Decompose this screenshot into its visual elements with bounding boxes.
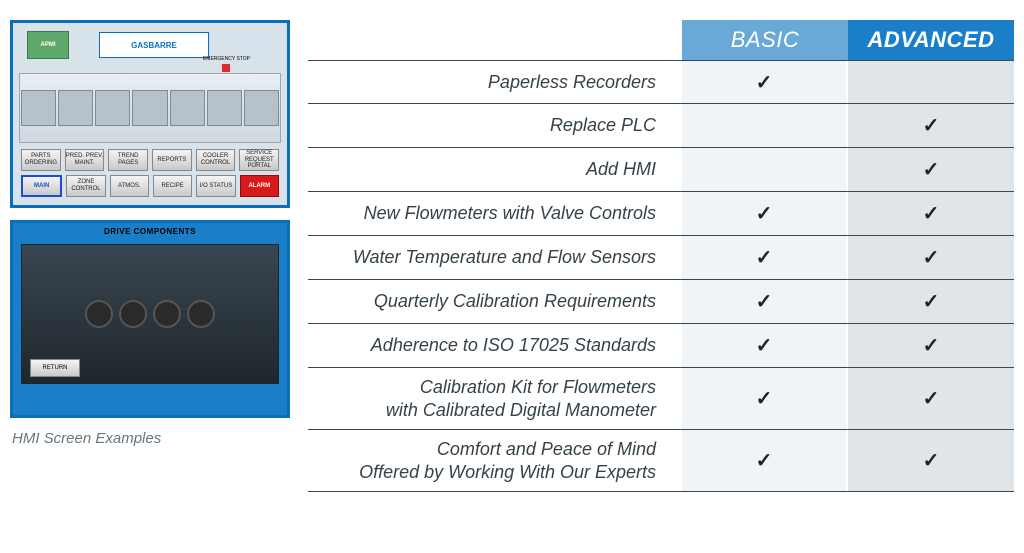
advanced-cell [848,104,1014,147]
hmi-examples-column: APMI GASBARRE EMERGENCY STOP PARTS ORDER… [10,20,290,492]
table-row: Water Temperature and Flow Sensors [308,236,1014,280]
column-header-basic: BASIC [682,20,848,60]
recipe-button[interactable]: RECIPE [153,175,192,197]
advanced-cell [848,324,1014,367]
furnace-segment [58,90,93,126]
basic-cell [682,61,848,103]
furnace-segment [132,90,167,126]
furnace-diagram: EMERGENCY STOP [19,73,281,143]
advanced-cell [848,368,1014,429]
comparison-table: BASIC ADVANCED Paperless RecordersReplac… [308,20,1014,492]
basic-cell [682,192,848,235]
drive-components-view: RETURN [21,244,279,384]
feature-label: Replace PLC [308,104,682,147]
advanced-cell [848,192,1014,235]
table-body: Paperless RecordersReplace PLCAdd HMINew… [308,60,1014,492]
trend-pages-button[interactable]: TREND PAGES [108,149,148,171]
parts-ordering-button[interactable]: PARTS ORDERING [21,149,61,171]
basic-cell [682,368,848,429]
alarm-button[interactable]: ALARM [240,175,279,197]
furnace-segment [21,90,56,126]
service-request-button[interactable]: SERVICE REQUEST PORTAL [239,149,279,171]
column-header-advanced: ADVANCED [848,20,1014,60]
advanced-cell [848,236,1014,279]
emergency-label: EMERGENCY STOP [203,56,250,62]
drive-components-title: DRIVE COMPONENTS [13,223,287,240]
feature-label: Quarterly Calibration Requirements [308,280,682,323]
feature-label: New Flowmeters with Valve Controls [308,192,682,235]
furnace-segment [170,90,205,126]
table-header-spacer [308,20,682,60]
table-row: Paperless Recorders [308,60,1014,104]
advanced-cell [848,430,1014,491]
return-button[interactable]: RETURN [30,359,80,377]
feature-label: Comfort and Peace of MindOffered by Work… [308,430,682,491]
feature-label: Water Temperature and Flow Sensors [308,236,682,279]
hmi-caption: HMI Screen Examples [10,430,290,447]
feature-label: Add HMI [308,148,682,191]
basic-cell [682,430,848,491]
main-button[interactable]: MAIN [21,175,62,197]
advanced-cell [848,148,1014,191]
table-row: Quarterly Calibration Requirements [308,280,1014,324]
feature-label: Adherence to ISO 17025 Standards [308,324,682,367]
furnace-segment [207,90,242,126]
table-row: Comfort and Peace of MindOffered by Work… [308,430,1014,492]
basic-cell [682,280,848,323]
gasbarre-logo: GASBARRE [99,32,209,58]
atmos-button[interactable]: ATMOS. [110,175,149,197]
roller-icon [153,300,181,328]
cooler-control-button[interactable]: COOLER CONTROL [196,149,236,171]
roller-icon [85,300,113,328]
advanced-cell [848,280,1014,323]
basic-cell [682,324,848,367]
emergency-stop[interactable]: EMERGENCY STOP [203,56,250,72]
basic-cell [682,148,848,191]
pred-prev-maint-button[interactable]: PRED. PREV. MAINT. [65,149,105,171]
reports-button[interactable]: REPORTS [152,149,192,171]
roller-icon [119,300,147,328]
basic-cell [682,104,848,147]
emergency-stop-icon [222,64,230,72]
table-row: Calibration Kit for Flowmeterswith Calib… [308,368,1014,430]
feature-label: Paperless Recorders [308,61,682,103]
roller-icon [187,300,215,328]
apmi-logo: APMI [27,31,69,59]
table-row: Add HMI [308,148,1014,192]
io-status-button[interactable]: I/O STATUS [196,175,235,197]
basic-cell [682,236,848,279]
hmi-panel-overview: APMI GASBARRE EMERGENCY STOP PARTS ORDER… [10,20,290,208]
table-row: Replace PLC [308,104,1014,148]
table-row: Adherence to ISO 17025 Standards [308,324,1014,368]
furnace-segment [95,90,130,126]
feature-label: Calibration Kit for Flowmeterswith Calib… [308,368,682,429]
hmi-button-area: PARTS ORDERING PRED. PREV. MAINT. TREND … [13,143,287,209]
advanced-cell [848,61,1014,103]
furnace-segment [244,90,279,126]
table-row: New Flowmeters with Valve Controls [308,192,1014,236]
table-header-row: BASIC ADVANCED [308,20,1014,60]
hmi-panel-drive: DRIVE COMPONENTS RETURN [10,220,290,418]
zone-control-button[interactable]: ZONE CONTROL [66,175,105,197]
